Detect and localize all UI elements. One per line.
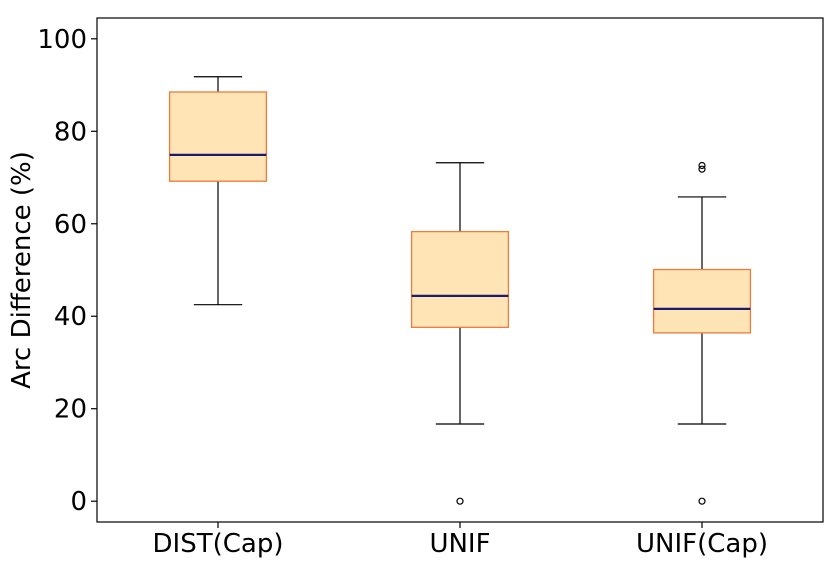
x-tick-label: UNIF(Cap): [636, 529, 768, 559]
box-dist-cap: [168, 76, 268, 306]
y-tick-label: 60: [54, 210, 87, 240]
y-tick-label: 40: [54, 302, 87, 332]
y-tick-label: 100: [37, 25, 87, 55]
y-axis: 0 20 40 60 80 100: [37, 25, 97, 517]
box-unif: [410, 162, 510, 505]
box-unif-cap: [652, 161, 752, 505]
iqr-box: [652, 268, 752, 334]
outlier-point: [698, 497, 706, 505]
iqr-box: [168, 91, 268, 182]
box-series: [168, 76, 752, 505]
x-tick-label: DIST(Cap): [153, 529, 284, 559]
y-tick-label: 20: [54, 395, 87, 425]
outlier-point: [456, 497, 464, 505]
y-tick-label: 80: [54, 117, 87, 147]
y-axis-label: Arc Difference (%): [7, 151, 37, 389]
x-axis: DIST(Cap) UNIF UNIF(Cap): [153, 522, 768, 559]
outlier-point: [698, 161, 706, 170]
y-tick-label: 0: [70, 487, 87, 517]
outlier-point: [698, 165, 706, 173]
x-tick-label: UNIF: [429, 529, 490, 559]
iqr-box: [410, 230, 510, 328]
